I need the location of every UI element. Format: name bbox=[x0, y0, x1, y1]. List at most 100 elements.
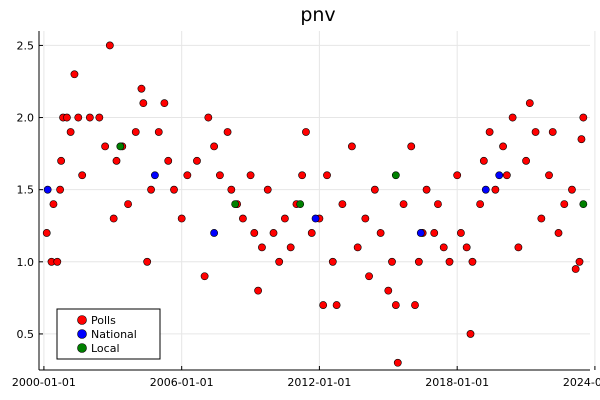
legend-box bbox=[56, 308, 161, 360]
data-point bbox=[160, 99, 169, 108]
data-point bbox=[579, 200, 588, 209]
data-point bbox=[434, 200, 442, 209]
data-point bbox=[210, 229, 219, 237]
y-tick-label: 2.5 bbox=[17, 39, 35, 52]
legend-label: Local bbox=[91, 342, 120, 355]
data-point bbox=[499, 142, 507, 151]
data-point bbox=[200, 272, 209, 281]
data-point bbox=[74, 113, 83, 122]
data-point bbox=[445, 257, 454, 266]
data-point bbox=[43, 185, 52, 194]
data-point bbox=[376, 229, 385, 237]
legend-marker bbox=[77, 329, 87, 339]
data-point bbox=[49, 200, 58, 209]
data-point bbox=[365, 272, 373, 281]
data-point bbox=[439, 243, 448, 252]
data-point bbox=[416, 229, 425, 237]
data-point bbox=[216, 171, 224, 180]
data-point bbox=[53, 257, 62, 266]
data-point bbox=[246, 171, 255, 180]
data-point bbox=[554, 229, 563, 237]
data-point bbox=[548, 128, 557, 136]
data-point bbox=[78, 171, 87, 180]
data-point bbox=[183, 171, 192, 180]
data-point bbox=[502, 171, 511, 180]
data-point bbox=[571, 265, 580, 273]
data-point bbox=[545, 171, 553, 180]
data-point bbox=[56, 185, 65, 194]
data-point bbox=[560, 200, 569, 209]
data-point bbox=[164, 156, 173, 165]
data-point bbox=[131, 128, 140, 136]
data-point bbox=[154, 128, 163, 136]
x-tick-label: 2018-01-01 bbox=[425, 376, 489, 389]
series-local bbox=[116, 142, 588, 209]
y-tick-label: 1.0 bbox=[17, 256, 35, 269]
data-point bbox=[323, 171, 331, 180]
data-point bbox=[391, 171, 400, 180]
data-point bbox=[453, 171, 462, 180]
data-point bbox=[223, 128, 232, 136]
data-point bbox=[347, 142, 356, 151]
data-point bbox=[411, 301, 419, 309]
data-point bbox=[568, 185, 576, 194]
legend-marker bbox=[77, 343, 87, 353]
data-point bbox=[579, 113, 588, 122]
data-point bbox=[210, 142, 219, 151]
data-point bbox=[456, 229, 465, 237]
data-point bbox=[370, 185, 379, 194]
data-point bbox=[239, 214, 247, 223]
data-point bbox=[109, 214, 118, 223]
data-point bbox=[263, 185, 272, 194]
data-point bbox=[286, 243, 295, 252]
chart-title: pnv bbox=[300, 4, 335, 26]
data-point bbox=[328, 257, 337, 266]
series-polls bbox=[42, 41, 588, 367]
x-tick-label: 2000-01-01 bbox=[12, 376, 76, 389]
data-point bbox=[204, 113, 213, 122]
data-point bbox=[361, 214, 370, 223]
data-point bbox=[575, 257, 584, 266]
data-point bbox=[407, 142, 416, 151]
data-point bbox=[42, 229, 51, 237]
series-national bbox=[43, 171, 504, 237]
data-point bbox=[280, 214, 289, 223]
data-point bbox=[269, 229, 278, 237]
data-point bbox=[414, 257, 423, 266]
data-point bbox=[384, 286, 393, 295]
data-point bbox=[137, 84, 146, 93]
tick-labels: 2000-01-01 2006-01-01 2012-01-01 2018-01-01… bbox=[12, 39, 600, 389]
data-point bbox=[495, 171, 504, 180]
data-point bbox=[522, 156, 530, 165]
data-point bbox=[430, 229, 439, 237]
data-point bbox=[393, 358, 402, 367]
data-point bbox=[311, 214, 320, 223]
data-point bbox=[514, 243, 523, 252]
data-point bbox=[485, 128, 494, 136]
y-tick-label: 2.0 bbox=[17, 112, 35, 125]
data-point bbox=[422, 185, 431, 194]
data-point bbox=[124, 200, 132, 209]
data-point bbox=[139, 99, 148, 108]
x-tick-label: 2024-01-01 bbox=[563, 376, 600, 389]
data-point bbox=[353, 243, 362, 252]
data-point bbox=[481, 185, 490, 194]
data-point bbox=[63, 113, 71, 122]
data-point bbox=[116, 142, 125, 151]
data-point bbox=[227, 185, 236, 194]
data-point bbox=[143, 257, 152, 266]
data-point bbox=[462, 243, 471, 252]
data-point bbox=[391, 301, 400, 309]
data-point bbox=[298, 171, 307, 180]
legend-marker bbox=[77, 315, 87, 325]
y-tick-label: 1.5 bbox=[17, 184, 35, 197]
data-point bbox=[577, 135, 586, 144]
data-point bbox=[399, 200, 408, 209]
data-point bbox=[101, 142, 110, 151]
data-point bbox=[296, 200, 305, 209]
data-point bbox=[468, 257, 477, 266]
legend-label: National bbox=[91, 328, 137, 341]
data-point bbox=[177, 214, 186, 223]
